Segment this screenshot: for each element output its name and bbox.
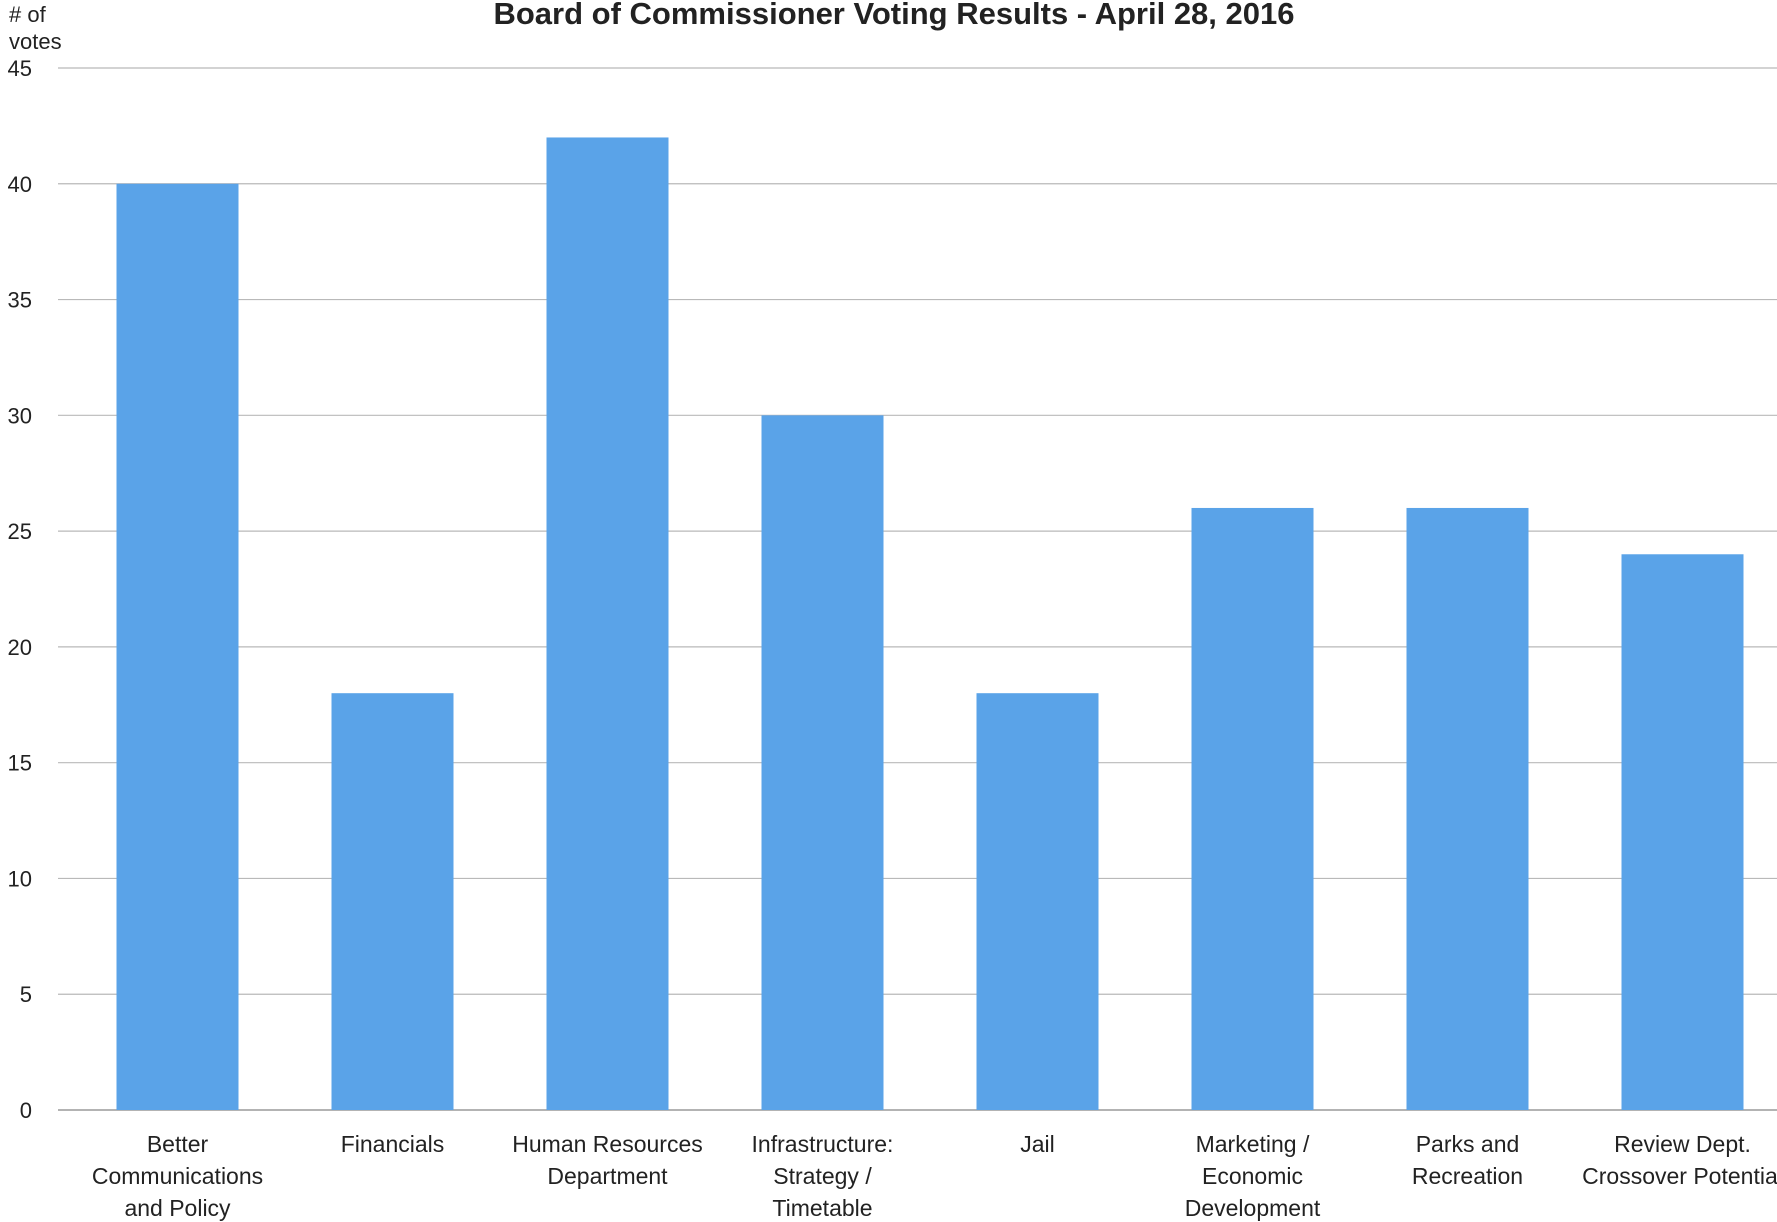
x-tick-label-line: Economic	[1202, 1163, 1303, 1189]
x-tick-label-line: Department	[547, 1163, 668, 1189]
x-tick-label-line: Strategy /	[773, 1163, 872, 1189]
bar	[116, 183, 239, 1110]
y-axis-label-line-1: # of	[9, 2, 47, 27]
y-tick-label: 0	[20, 1098, 32, 1123]
bar	[546, 137, 669, 1110]
x-tick-label: Review Dept. Crossover Potential	[1582, 1131, 1777, 1189]
y-tick-label: 40	[8, 172, 32, 197]
x-tick-label-line: Infrastructure:	[752, 1131, 894, 1157]
x-tick-label: Infrastructure: Strategy / Timetable	[752, 1131, 894, 1221]
y-tick-label: 20	[8, 635, 32, 660]
y-axis-ticks: 0 5 10 15 20 25 30 35 40 45	[8, 56, 32, 1123]
y-tick-label: 25	[8, 519, 32, 544]
y-tick-label: 45	[8, 56, 32, 81]
x-axis-labels: Better Communications and Policy Financials…	[92, 1131, 1777, 1221]
x-tick-label-line: Financials	[341, 1131, 445, 1157]
x-tick-label-line: Better	[147, 1131, 209, 1157]
x-tick-label-line: Jail	[1020, 1131, 1055, 1157]
x-tick-label-line: Recreation	[1412, 1163, 1523, 1189]
y-tick-label: 35	[8, 288, 32, 313]
bar	[1621, 554, 1744, 1110]
x-tick-label-line: Communications	[92, 1163, 263, 1189]
bar	[761, 415, 884, 1110]
x-tick-label: Financials	[341, 1131, 445, 1157]
y-tick-label: 5	[20, 982, 32, 1007]
x-tick-label: Jail	[1020, 1131, 1055, 1157]
y-tick-label: 30	[8, 403, 32, 428]
bar	[1406, 507, 1529, 1110]
x-tick-label-line: Human Resources	[512, 1131, 702, 1157]
x-tick-label-line: Timetable	[772, 1195, 872, 1221]
x-tick-label-line: Review Dept.	[1614, 1131, 1751, 1157]
y-tick-label: 15	[8, 751, 32, 776]
x-tick-label: Better Communications and Policy	[92, 1131, 263, 1221]
x-tick-label: Marketing / Economic Development	[1185, 1131, 1321, 1221]
x-tick-label-line: Development	[1185, 1195, 1321, 1221]
bar	[976, 693, 1099, 1110]
bars	[116, 137, 1744, 1110]
bar	[331, 693, 454, 1110]
bar	[1191, 507, 1314, 1110]
x-tick-label: Parks and Recreation	[1412, 1131, 1523, 1189]
y-axis-label-line-2: votes	[9, 29, 62, 54]
y-tick-label: 10	[8, 866, 32, 891]
x-tick-label: Human Resources Department	[512, 1131, 702, 1189]
x-tick-label-line: and Policy	[124, 1195, 231, 1221]
x-tick-label-line: Parks and	[1416, 1131, 1520, 1157]
chart-title: Board of Commissioner Voting Results - A…	[493, 0, 1294, 31]
x-tick-label-line: Crossover Potential	[1582, 1163, 1777, 1189]
x-tick-label-line: Marketing /	[1196, 1131, 1310, 1157]
